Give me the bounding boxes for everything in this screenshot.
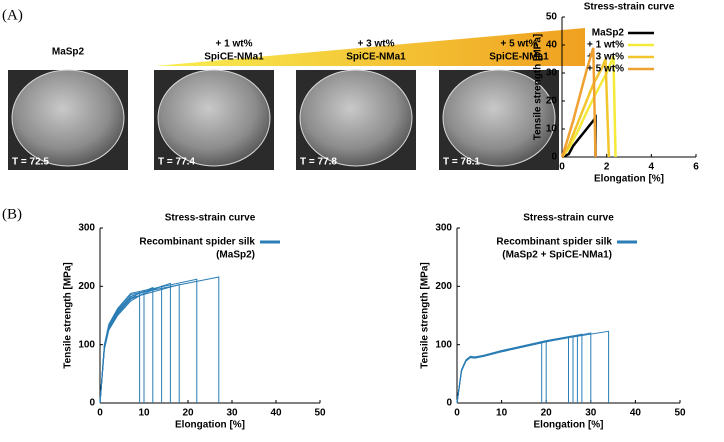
y-tick-label: 200 <box>435 281 452 292</box>
curve <box>561 55 617 158</box>
chart-title: Stress-strain curve <box>523 213 614 224</box>
panel-label: (A) <box>2 7 23 23</box>
x-tick-label: 10 <box>496 408 508 419</box>
curve <box>99 278 198 404</box>
curve <box>456 332 592 404</box>
legend-label: Recombinant spider silk <box>139 237 255 248</box>
y-tick-label: 100 <box>435 339 452 350</box>
film-disc <box>442 69 556 167</box>
x-tick-label: 4 <box>649 162 655 173</box>
sample-label: + 5 wt% <box>501 39 538 50</box>
chart-title: Stress-strain curve <box>584 2 675 13</box>
sample-label: SpiCE-NMa1 <box>489 52 549 63</box>
chart-title: Stress-strain curve <box>165 213 256 224</box>
legend-label: + 3 wt% <box>587 52 624 63</box>
legend-label: + 5 wt% <box>587 64 624 75</box>
legend-label: MaSp2 <box>592 28 625 39</box>
sample-label: + 3 wt% <box>358 39 395 50</box>
curve <box>99 282 171 404</box>
x-tick-label: 20 <box>182 408 194 419</box>
x-axis-label: Elongation [%] <box>175 420 245 431</box>
y-tick-label: 200 <box>78 281 95 292</box>
curve <box>99 276 220 404</box>
x-tick-label: 50 <box>314 408 326 419</box>
transmittance: T = 72.5 <box>12 157 49 168</box>
y-tick-label: 30 <box>546 68 558 79</box>
y-tick-label: 50 <box>546 12 558 23</box>
y-tick-label: 0 <box>551 152 557 163</box>
y-tick-label: 40 <box>546 40 558 51</box>
x-tick-label: 30 <box>585 408 597 419</box>
curve <box>456 333 583 404</box>
x-axis-label: Elongation [%] <box>594 174 664 185</box>
x-tick-label: 0 <box>454 408 460 419</box>
y-axis-label: Tensile strength [MPa] <box>63 262 74 369</box>
film-disc <box>157 69 271 167</box>
curve <box>560 58 611 158</box>
x-tick-label: 40 <box>630 408 642 419</box>
x-tick-label: 50 <box>674 408 686 419</box>
y-tick-label: 300 <box>78 223 95 234</box>
film-disc <box>11 69 125 167</box>
transmittance: T = 77.4 <box>158 157 195 168</box>
y-tick-label: 10 <box>546 124 558 135</box>
sample-label: SpiCE-NMa1 <box>346 52 406 63</box>
curve <box>456 334 578 404</box>
concentration-wedge <box>155 28 585 66</box>
x-tick-label: 30 <box>226 408 238 419</box>
sample-label: + 1 wt% <box>216 39 253 50</box>
transmittance: T = 76.1 <box>443 157 480 168</box>
legend-label: + 1 wt% <box>587 40 624 51</box>
x-tick-label: 0 <box>97 408 103 419</box>
x-axis-label: Elongation [%] <box>534 420 604 431</box>
curve <box>456 335 574 404</box>
legend-label: Recombinant spider silk <box>496 237 612 248</box>
y-axis-label: Tensile strength [MPa] <box>420 262 431 369</box>
sample-label: MaSp2 <box>52 47 85 58</box>
transmittance: T = 77.8 <box>300 157 337 168</box>
y-tick-label: 100 <box>78 339 95 350</box>
y-tick-label: 300 <box>435 223 452 234</box>
film-disc <box>299 69 413 167</box>
y-axis-label: Tensile strength [MPa] <box>533 34 544 141</box>
legend-label: (MaSp2 + SpiCE-NMa1) <box>502 250 612 261</box>
sample-label: SpiCE-NMa1 <box>204 52 264 63</box>
x-tick-label: 10 <box>138 408 150 419</box>
legend-label: (MaSp2) <box>216 250 255 261</box>
x-tick-label: 6 <box>693 162 699 173</box>
curve <box>456 337 569 404</box>
y-tick-label: 0 <box>446 398 452 409</box>
curve <box>560 47 597 158</box>
x-tick-label: 0 <box>559 162 565 173</box>
y-tick-label: 0 <box>89 398 95 409</box>
x-tick-label: 2 <box>604 162 610 173</box>
x-tick-label: 20 <box>541 408 553 419</box>
curve <box>456 330 610 404</box>
panel-label: (B) <box>2 206 22 222</box>
x-tick-label: 40 <box>270 408 282 419</box>
y-tick-label: 20 <box>546 96 558 107</box>
